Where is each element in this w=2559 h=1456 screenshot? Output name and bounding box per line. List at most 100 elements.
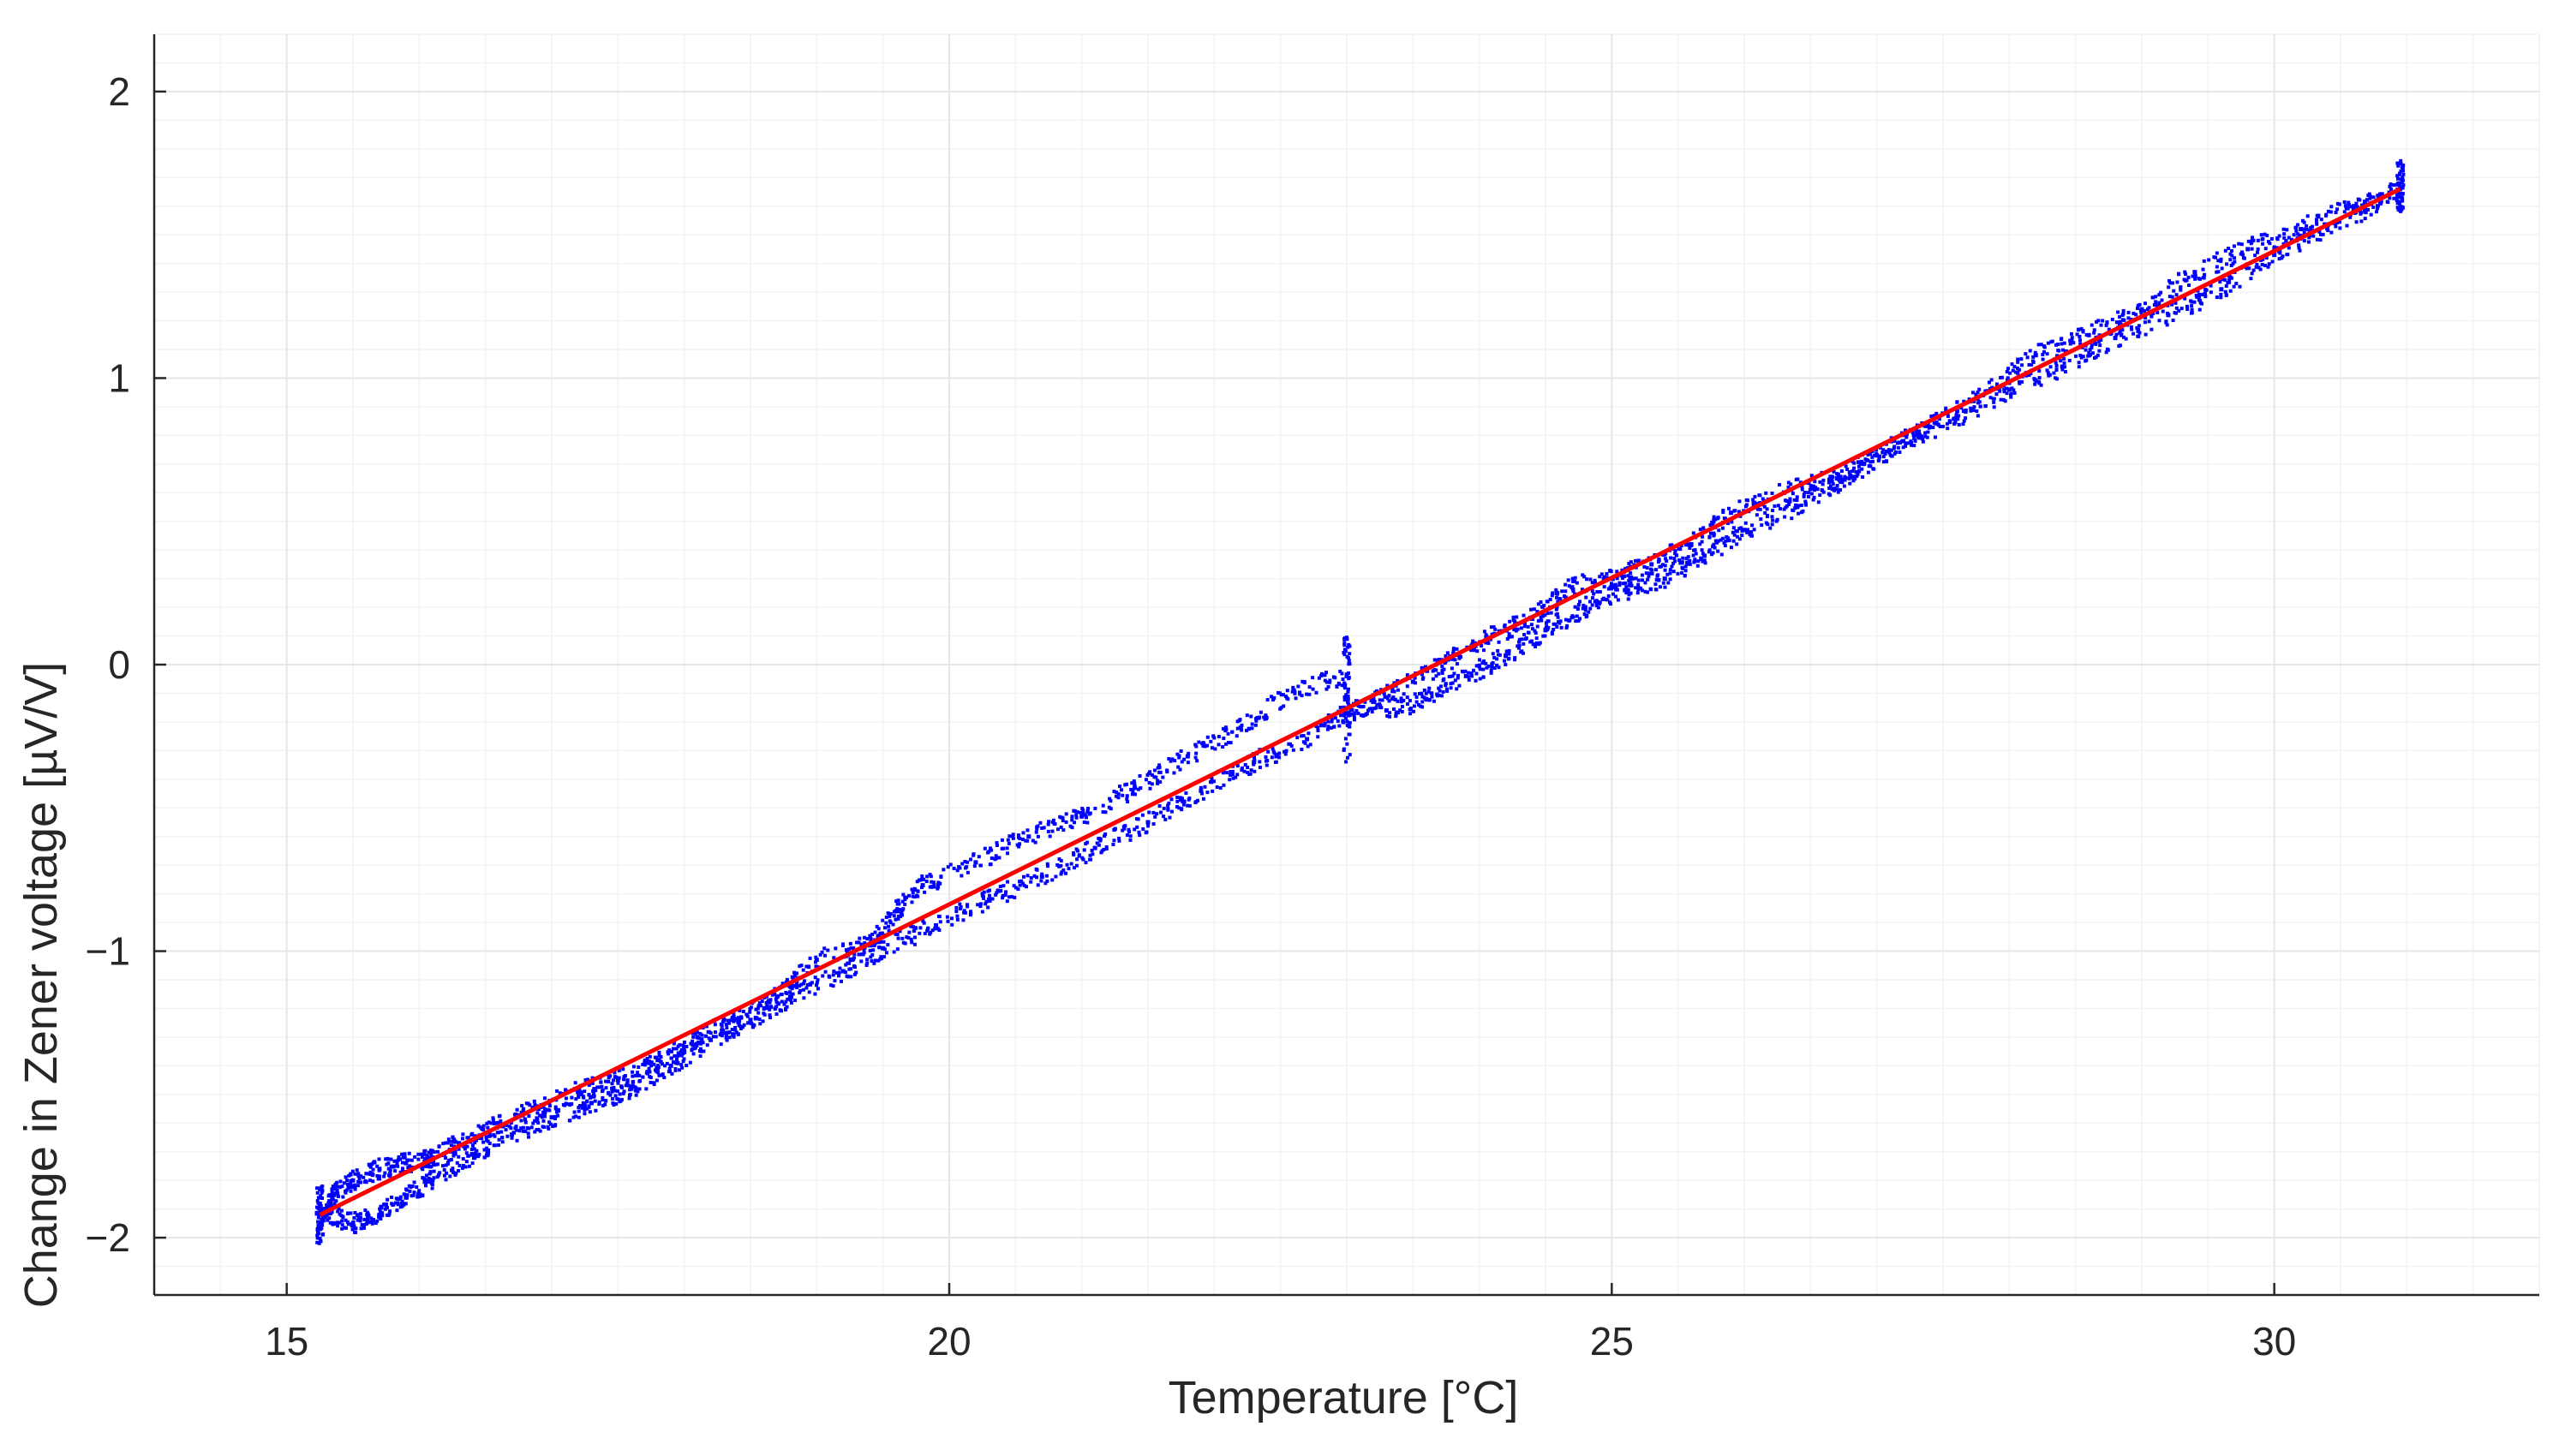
scatter-point xyxy=(472,1147,476,1151)
scatter-point xyxy=(416,1157,421,1161)
scatter-point xyxy=(1737,537,1742,541)
scatter-point xyxy=(2318,238,2323,242)
scatter-point xyxy=(1555,624,1559,629)
scatter-point xyxy=(2187,283,2191,288)
scatter-point xyxy=(814,958,819,963)
scatter-point xyxy=(936,883,941,887)
scatter-point xyxy=(2221,277,2225,282)
scatter-point xyxy=(601,1098,605,1102)
scatter-point xyxy=(1683,569,1688,573)
scatter-point xyxy=(1347,732,1351,737)
scatter-point xyxy=(887,924,891,928)
scatter-point xyxy=(910,887,914,892)
scatter-point xyxy=(723,1031,727,1035)
scatter-point xyxy=(928,885,932,889)
scatter-point xyxy=(1715,516,1719,521)
scatter-point xyxy=(892,950,896,954)
scatter-point xyxy=(1451,651,1456,655)
scatter-point xyxy=(2294,229,2299,233)
scatter-point xyxy=(663,1064,667,1068)
scatter-point xyxy=(843,970,847,975)
scatter-point xyxy=(1811,498,1815,502)
scatter-point xyxy=(445,1161,450,1165)
scatter-point xyxy=(1564,589,1568,594)
scatter-point xyxy=(1144,778,1148,782)
scatter-point xyxy=(2281,227,2286,231)
scatter-point xyxy=(1330,719,1334,724)
scatter-point xyxy=(1489,668,1493,672)
scatter-point xyxy=(2202,259,2206,263)
scatter-point xyxy=(421,1193,425,1197)
scatter-point xyxy=(1694,552,1698,556)
scatter-point xyxy=(1147,810,1151,815)
scatter-point xyxy=(748,1010,752,1014)
scatter-point xyxy=(1926,423,1930,427)
scatter-point xyxy=(613,1089,617,1093)
scatter-point xyxy=(333,1184,338,1189)
scatter-point xyxy=(470,1131,475,1136)
scatter-point xyxy=(1195,798,1199,803)
scatter-point xyxy=(541,1125,545,1129)
scatter-point xyxy=(353,1172,357,1176)
scatter-point xyxy=(2143,332,2148,337)
scatter-point xyxy=(1291,748,1295,752)
scatter-point xyxy=(983,846,987,850)
scatter-point xyxy=(453,1149,457,1154)
scatter-point xyxy=(972,864,977,868)
scatter-point xyxy=(412,1180,416,1184)
scatter-point xyxy=(873,958,877,963)
scatter-point xyxy=(798,984,802,988)
scatter-point xyxy=(1722,516,1726,521)
scatter-point xyxy=(2054,361,2058,365)
scatter-point xyxy=(1766,513,1770,517)
scatter-point xyxy=(1125,833,1129,838)
scatter-point xyxy=(1001,893,1005,898)
scatter-point xyxy=(678,1068,682,1072)
scatter-point xyxy=(1564,625,1569,630)
scatter-point xyxy=(2016,360,2020,364)
scatter-point xyxy=(696,1030,700,1035)
scatter-point xyxy=(1101,803,1105,808)
scatter-point xyxy=(362,1226,366,1230)
scatter-point xyxy=(1800,485,1804,489)
scatter-point xyxy=(846,947,851,952)
scatter-point xyxy=(612,1103,616,1107)
scatter-point xyxy=(345,1179,350,1183)
scatter-point xyxy=(1569,616,1574,620)
scatter-point xyxy=(500,1136,505,1140)
scatter-point xyxy=(1346,645,1350,649)
scatter-point xyxy=(1139,786,1143,791)
scatter-point xyxy=(474,1151,478,1155)
scatter-point xyxy=(1504,662,1508,666)
scatter-point xyxy=(1326,719,1330,724)
scatter-point xyxy=(2364,211,2368,215)
scatter-point xyxy=(1626,588,1630,592)
scatter-point xyxy=(395,1208,399,1213)
scatter-point xyxy=(1300,679,1305,683)
scatter-point xyxy=(570,1095,574,1100)
scatter-point xyxy=(1646,577,1650,582)
scatter-point xyxy=(1583,608,1587,612)
scatter-point xyxy=(1324,680,1329,684)
scatter-point xyxy=(709,1037,714,1042)
scatter-point xyxy=(1311,687,1315,691)
scatter-point xyxy=(2347,200,2351,205)
scatter-point xyxy=(366,1215,370,1220)
scatter-point xyxy=(1615,570,1619,574)
scatter-point xyxy=(1629,581,1633,585)
scatter-point xyxy=(589,1095,593,1100)
scatter-point xyxy=(370,1221,374,1226)
scatter-point xyxy=(925,928,930,933)
scatter-point xyxy=(336,1191,340,1196)
scatter-point xyxy=(396,1197,400,1202)
scatter-point xyxy=(911,925,915,929)
scatter-point xyxy=(610,1082,614,1086)
scatter-point xyxy=(315,1199,320,1203)
scatter-point xyxy=(1581,606,1585,611)
scatter-point xyxy=(1162,806,1166,810)
scatter-point xyxy=(1072,866,1076,870)
scatter-point xyxy=(2299,226,2304,231)
scatter-point xyxy=(1582,605,1587,610)
scatter-point xyxy=(1806,491,1810,495)
scatter-point xyxy=(1534,631,1538,636)
